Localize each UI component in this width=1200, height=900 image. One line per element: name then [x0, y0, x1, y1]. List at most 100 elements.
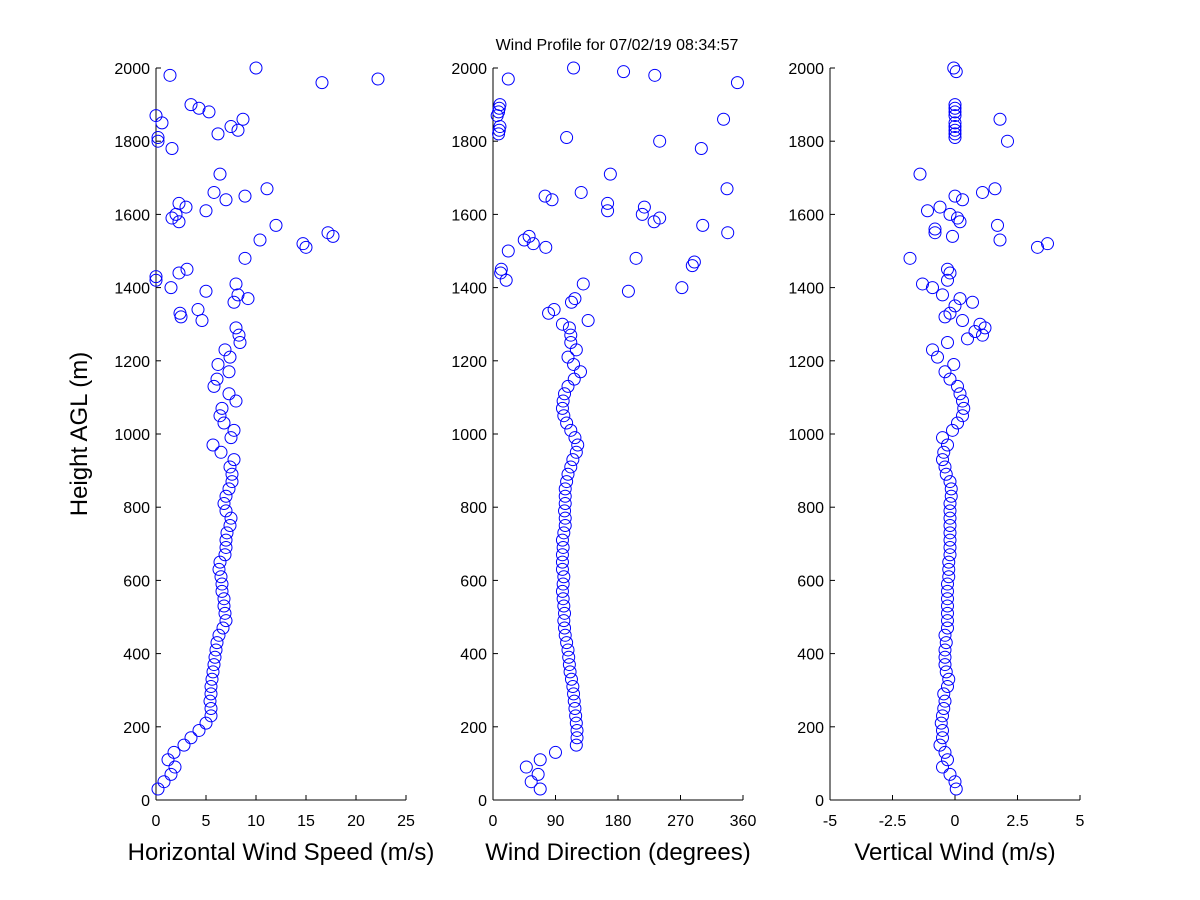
data-point: [939, 665, 953, 679]
data-point: [269, 218, 283, 232]
data-point: [921, 204, 934, 218]
x-tick-label: 180: [605, 813, 632, 830]
data-point: [227, 295, 241, 309]
data-point: [371, 72, 385, 86]
data-point: [988, 182, 1002, 196]
data-point: [948, 123, 962, 137]
data-point: [260, 182, 274, 196]
y-tick-label: 400: [460, 647, 487, 664]
data-point: [555, 548, 569, 562]
data-point: [966, 295, 979, 309]
data-point: [953, 292, 967, 306]
data-point: [225, 475, 239, 489]
data-point: [209, 643, 223, 657]
data-point: [937, 702, 951, 715]
data-point: [916, 277, 929, 291]
data-point: [938, 650, 952, 664]
data-point: [696, 218, 710, 232]
data-point: [948, 120, 962, 134]
data-point: [219, 540, 233, 554]
data-point: [192, 101, 206, 115]
data-point: [944, 482, 958, 496]
data-point: [948, 131, 962, 145]
data-point: [948, 189, 962, 203]
data-point: [942, 562, 956, 576]
data-point: [533, 753, 547, 767]
data-point: [568, 702, 582, 715]
data-point: [558, 519, 572, 532]
data-point: [570, 723, 584, 737]
data-point: [315, 76, 329, 90]
data-point: [601, 204, 615, 218]
data-point: [942, 570, 956, 584]
data-point: [687, 255, 701, 269]
data-point: [936, 723, 949, 737]
data-point: [163, 68, 177, 82]
data-point: [211, 357, 225, 371]
data-point: [231, 288, 245, 302]
data-point: [216, 621, 230, 635]
y-tick-label: 200: [797, 720, 824, 737]
data-point: [1001, 134, 1014, 148]
data-point: [229, 321, 243, 335]
data-point: [956, 314, 969, 328]
data-point: [207, 379, 221, 393]
data-point: [936, 709, 949, 723]
y-tick-label: 200: [123, 720, 150, 737]
y-tick-label: 600: [460, 573, 487, 590]
data-point: [653, 134, 667, 148]
data-point: [555, 533, 569, 547]
data-point: [493, 98, 507, 112]
data-point: [961, 332, 974, 346]
data-point: [517, 233, 531, 247]
data-point: [973, 317, 987, 331]
data-point: [224, 511, 238, 525]
data-point: [562, 650, 576, 664]
data-point: [172, 215, 186, 229]
data-point: [560, 416, 574, 430]
data-point: [151, 134, 165, 148]
data-point: [938, 643, 952, 657]
data-point: [557, 526, 571, 540]
data-point: [564, 460, 578, 474]
data-point: [943, 207, 957, 221]
y-tick-label: 400: [797, 647, 824, 664]
data-point: [241, 292, 255, 306]
data-point: [212, 562, 226, 576]
data-point: [943, 767, 957, 781]
data-point: [934, 716, 948, 730]
data-point: [219, 504, 233, 518]
data-point: [938, 694, 952, 708]
data-point: [233, 336, 247, 349]
data-point: [933, 200, 947, 214]
data-point: [210, 636, 224, 650]
data-point: [941, 438, 954, 452]
x-tick-label: 360: [730, 813, 757, 830]
data-point: [928, 226, 942, 240]
data-point: [953, 215, 967, 229]
data-point: [214, 445, 228, 459]
y-tick-label: 1800: [788, 134, 824, 151]
data-point: [951, 211, 964, 225]
data-point: [569, 738, 583, 752]
data-point: [177, 738, 191, 752]
data-point: [557, 570, 571, 584]
data-point: [562, 321, 576, 335]
data-point: [499, 273, 513, 287]
y-tick-label: 1600: [788, 207, 824, 224]
y-tick-label: 1000: [114, 427, 150, 444]
data-point: [948, 109, 962, 123]
data-point: [539, 240, 553, 254]
x-tick-label: 10: [247, 813, 265, 830]
data-point: [207, 658, 221, 672]
data-point: [556, 592, 570, 606]
x-tick-label: 2.5: [1006, 813, 1028, 830]
data-point: [951, 379, 964, 393]
data-point: [232, 328, 246, 342]
data-point: [1041, 237, 1054, 251]
data-point: [222, 365, 236, 379]
data-point: [936, 731, 949, 745]
data-point: [229, 277, 243, 291]
